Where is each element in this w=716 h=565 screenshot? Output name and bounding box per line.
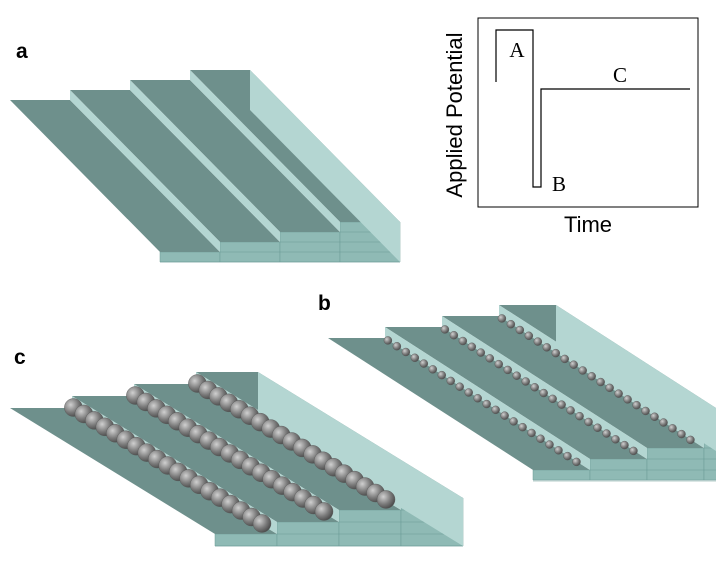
nanoparticle: [456, 383, 464, 391]
terrace-front: [215, 534, 277, 546]
nanoparticle: [504, 366, 512, 374]
terrace-front: [590, 459, 647, 480]
nanoparticle: [552, 349, 560, 357]
nanoparticle: [651, 413, 659, 421]
nanoparticle: [429, 365, 437, 373]
nanoparticle: [253, 514, 271, 532]
panel-label: c: [14, 346, 26, 369]
nanoparticle: [564, 452, 572, 460]
terrace-front: [339, 510, 401, 546]
nanoparticle: [546, 441, 554, 449]
nanoparticle: [510, 417, 518, 425]
nanoparticle: [633, 401, 641, 409]
segment-label: C: [613, 63, 627, 87]
nanoparticle: [459, 337, 467, 345]
nanoparticle: [513, 372, 521, 380]
nanoparticle: [501, 412, 509, 420]
x-axis-label: Time: [564, 212, 612, 237]
terraces: [10, 70, 716, 546]
nanoparticle: [534, 338, 542, 346]
nanoparticle: [558, 401, 566, 409]
terrace-front: [647, 448, 704, 480]
nanoparticle: [555, 446, 563, 454]
nanoparticle: [447, 377, 455, 385]
nanoparticle: [315, 502, 333, 520]
nanoparticle: [528, 429, 536, 437]
panel-label: a: [16, 40, 28, 63]
nanoparticle: [612, 435, 620, 443]
nanoparticle: [567, 406, 575, 414]
nanoparticle: [411, 354, 419, 362]
nanoparticle: [540, 389, 548, 397]
nanoparticle: [465, 388, 473, 396]
nanoparticle: [492, 406, 500, 414]
nanoparticle: [624, 395, 632, 403]
nanoparticle: [519, 423, 527, 431]
nanoparticle: [486, 354, 494, 362]
nanoparticle: [495, 360, 503, 368]
nanoparticle: [549, 395, 557, 403]
nanoparticle: [573, 458, 581, 466]
nanoparticle: [474, 394, 482, 402]
nanoparticle: [377, 490, 395, 508]
nanoparticle: [630, 447, 638, 455]
terrace-front: [280, 232, 340, 262]
nanoparticle: [678, 430, 686, 438]
nanoparticle: [606, 384, 614, 392]
nanoparticle: [660, 419, 668, 427]
nanoparticle: [531, 383, 539, 391]
nanoparticle: [522, 377, 530, 385]
terrace-front: [160, 252, 220, 262]
nanoparticle: [498, 314, 506, 322]
nanoparticle: [621, 441, 629, 449]
terrace-front: [533, 470, 590, 480]
nanoparticle: [402, 348, 410, 356]
nanoparticle: [507, 320, 515, 328]
nanoparticle: [642, 407, 650, 415]
y-axis-label: Applied Potential: [442, 32, 467, 197]
nanoparticle: [537, 435, 545, 443]
nanoparticle: [576, 412, 584, 420]
panel-label: b: [318, 292, 331, 315]
nanoparticle: [441, 325, 449, 333]
segment-label: B: [552, 172, 566, 196]
nanoparticle: [477, 349, 485, 357]
nanoparticle: [393, 342, 401, 350]
nanoparticle: [597, 378, 605, 386]
nanoparticle: [585, 418, 593, 426]
nanoparticle: [450, 331, 458, 339]
nanoparticle: [588, 372, 596, 380]
nanoparticle: [615, 390, 623, 398]
nanoparticle: [483, 400, 491, 408]
nanoparticle: [543, 343, 551, 351]
nanoparticle: [669, 424, 677, 432]
nanoparticle: [594, 424, 602, 432]
nanoparticle: [438, 371, 446, 379]
nanoparticle: [384, 336, 392, 344]
segment-label: A: [509, 38, 525, 62]
figure: a b c A B C Applied Potential Time: [0, 0, 716, 565]
nanoparticle: [468, 343, 476, 351]
nanoparticle: [570, 361, 578, 369]
nanoparticle: [420, 360, 428, 368]
nanoparticle: [579, 366, 587, 374]
potential-waveform: [496, 30, 690, 187]
nanoparticle: [561, 355, 569, 363]
nanoparticle: [516, 326, 524, 334]
nanoparticle: [687, 436, 695, 444]
nanoparticle: [603, 430, 611, 438]
page: a b c A B C Applied Potential Time (() =…: [0, 0, 716, 565]
nanoparticle: [525, 332, 533, 340]
